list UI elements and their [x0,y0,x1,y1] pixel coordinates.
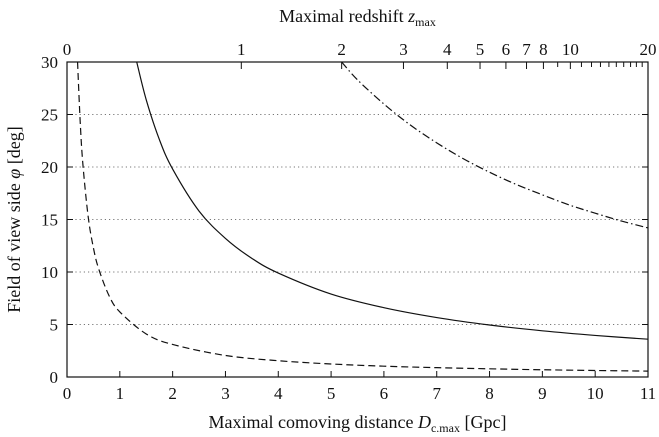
y-axis-title: Field of view side φ [deg] [4,126,24,312]
x-tick-label: 5 [327,384,336,403]
x-tick-label: 1 [116,384,125,403]
tick-layer [66,61,649,378]
y-axis-title-suffix: [deg] [4,126,24,168]
top-tick-label: 4 [443,40,452,59]
y-tick-label: 15 [41,211,58,230]
top-tick-label: 20 [640,40,657,59]
y-tick-label: 20 [41,158,58,177]
x-axis-title-prefix: Maximal comoving distance [209,412,418,432]
series-line-dash-dot [341,61,649,229]
x-tick-label: 9 [538,384,547,403]
top-tick-label: 1 [237,40,246,59]
top-tick-label: 10 [562,40,579,59]
x-axis-title-sub: c.max [431,421,460,435]
top-tick-label: 8 [539,40,548,59]
x-axis-title-suffix: [Gpc] [460,412,506,432]
top-tick-label: 3 [399,40,408,59]
top-tick-label: 0 [63,40,72,59]
y-tick-label: 25 [41,106,58,125]
series-layer [76,61,649,372]
y-axis-title-var: φ [4,169,24,179]
y-tick-label: 5 [50,316,59,335]
x-axis-title-var: D [417,412,431,432]
top-axis-title-var: z [407,6,415,26]
series-line-dashed [76,61,649,372]
x-axis-title: Maximal comoving distance Dc.max [Gpc] [209,412,507,435]
top-tick-label: 6 [502,40,511,59]
y-tick-label: 30 [41,53,58,72]
x-tick-label: 0 [63,384,72,403]
series-line-solid [136,61,649,340]
top-tick-label: 2 [337,40,346,59]
x-tick-label: 8 [485,384,494,403]
top-axis-title-sub: max [415,15,436,29]
top-tick-label: 7 [522,40,531,59]
x-tick-label: 3 [221,384,230,403]
top-axis-title: Maximal redshift zmax [279,6,436,29]
x-tick-label: 2 [168,384,177,403]
grid-layer [67,114,648,325]
y-tick-label: 0 [50,368,59,387]
x-tick-label: 7 [432,384,441,403]
y-axis-title-prefix: Field of view side [4,179,24,313]
top-axis-title-prefix: Maximal redshift [279,6,408,26]
x-tick-label: 11 [640,384,656,403]
x-tick-label: 10 [587,384,604,403]
x-tick-label: 4 [274,384,283,403]
x-tick-label: 6 [380,384,389,403]
top-tick-label: 5 [476,40,485,59]
y-tick-label: 10 [41,263,58,282]
